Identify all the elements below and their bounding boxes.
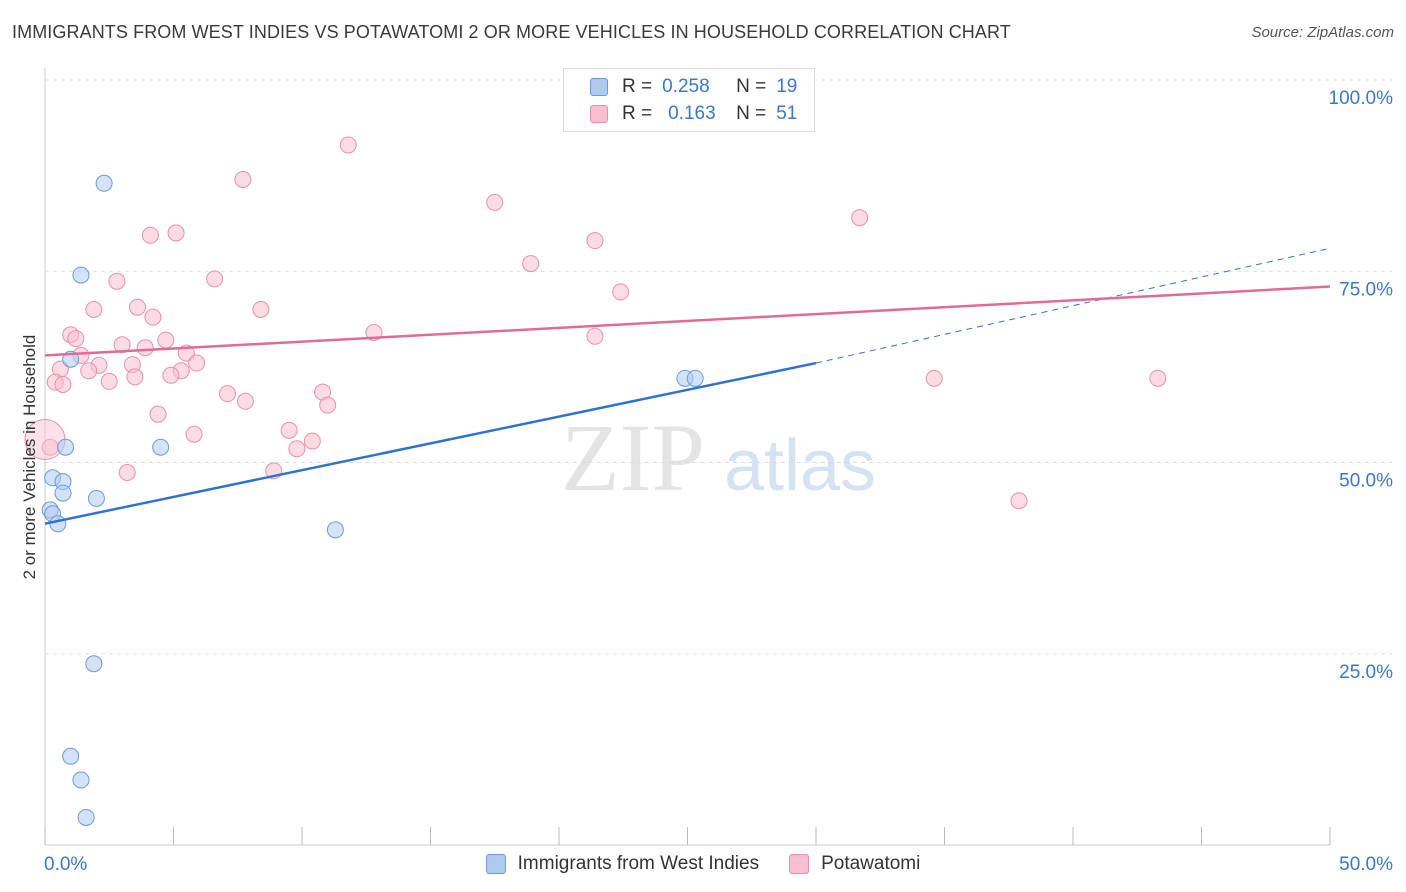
points-layer [24, 136, 1167, 826]
data-point-potawatomi [339, 136, 357, 154]
legend-swatch-pink [590, 105, 608, 123]
data-point-potawatomi [218, 385, 236, 403]
y-axis-title: 2 or more Vehicles in Household [20, 334, 39, 580]
data-point-potawatomi [54, 375, 72, 393]
tick-label-layer: 25.0% 50.0% 75.0% 100.0% 0.0% 50.0% [44, 88, 1393, 875]
data-point-west-indies [686, 369, 704, 387]
watermark-zip: ZIP [561, 404, 705, 511]
data-point-potawatomi [113, 336, 131, 354]
data-point-potawatomi [157, 331, 175, 349]
data-point-west-indies [77, 808, 95, 826]
data-point-potawatomi [612, 283, 630, 301]
legend-n-value: 19 [776, 76, 798, 97]
trend-line-west-indies [44, 361, 817, 525]
data-point-potawatomi [141, 226, 159, 244]
data-point-potawatomi [522, 255, 540, 273]
data-point-potawatomi [80, 362, 98, 380]
data-point-potawatomi [1149, 369, 1167, 387]
data-point-potawatomi [85, 301, 103, 318]
data-point-potawatomi [206, 270, 224, 288]
legend-n-value: 51 [776, 103, 798, 124]
data-point-potawatomi [586, 232, 604, 250]
watermark-atlas: atlas [724, 426, 876, 506]
data-point-potawatomi [319, 396, 337, 414]
data-point-potawatomi [100, 372, 118, 390]
data-point-potawatomi [303, 432, 321, 450]
stats-legend-row-blue: R = 0.258 N = 19 [590, 75, 797, 99]
grid-layer [45, 79, 1392, 655]
x-tick-label: 50.0% [1339, 854, 1393, 875]
data-point-west-indies [72, 771, 90, 789]
legend-swatch-pink [789, 854, 810, 874]
data-point-potawatomi [252, 301, 270, 318]
trend-line-potawatomi [44, 285, 1331, 357]
y-tick-label: 25.0% [1339, 662, 1393, 683]
data-point-potawatomi [486, 193, 504, 211]
series-legend-item-west-indies[interactable]: Immigrants from West Indies [485, 853, 760, 875]
legend-r-label: R = [622, 103, 653, 124]
data-point-west-indies [326, 521, 344, 539]
data-point-potawatomi [851, 209, 869, 227]
legend-swatch-blue [590, 78, 608, 96]
chart-source: Source: ZipAtlas.com [1251, 24, 1394, 41]
data-point-potawatomi [67, 330, 85, 348]
trend-layer [44, 247, 1331, 525]
data-point-potawatomi [188, 354, 206, 372]
y-tick-label: 75.0% [1339, 279, 1393, 300]
data-point-west-indies [49, 515, 67, 533]
data-point-potawatomi [126, 368, 144, 386]
series-legend: Immigrants from West Indies Potawatomi [0, 850, 1406, 878]
data-point-potawatomi [185, 425, 203, 443]
data-point-potawatomi [280, 421, 298, 439]
data-point-west-indies [57, 438, 75, 456]
data-point-potawatomi [149, 405, 167, 423]
data-point-potawatomi [144, 308, 162, 326]
chart-title: IMMIGRANTS FROM WEST INDIES VS POTAWATOM… [12, 22, 1011, 42]
series-legend-item-potawatomi[interactable]: Potawatomi [789, 853, 920, 875]
data-point-potawatomi [234, 170, 252, 188]
legend-n-label: N = [736, 103, 767, 124]
x-tick-label: 0.0% [44, 854, 87, 875]
legend-r-value: 0.163 [668, 103, 716, 124]
legend-n-label: N = [736, 76, 767, 97]
data-point-potawatomi [167, 224, 185, 242]
stats-legend-row-pink: R = 0.163 N = 51 [590, 102, 797, 126]
data-point-potawatomi [288, 440, 306, 458]
data-point-potawatomi [129, 298, 147, 316]
data-point-potawatomi [118, 463, 136, 481]
data-point-potawatomi [925, 369, 943, 387]
data-point-west-indies [152, 438, 170, 456]
data-point-west-indies [85, 655, 103, 673]
legend-swatch-blue [485, 854, 506, 874]
y-tick-label: 50.0% [1339, 471, 1393, 492]
series-legend-label: Immigrants from West Indies [517, 853, 760, 874]
data-point-west-indies [54, 484, 72, 502]
data-point-potawatomi [586, 327, 604, 345]
legend-r-label: R = [622, 76, 653, 97]
data-point-potawatomi [236, 392, 254, 410]
axis-layer [44, 68, 1331, 846]
data-point-west-indies [62, 747, 80, 765]
data-point-potawatomi [162, 366, 180, 384]
trend-line-west-indies-extension [815, 247, 1331, 364]
data-point-west-indies [87, 489, 105, 507]
stats-legend: R = 0.258 N = 19 R = 0.163 N = 51 [563, 68, 815, 132]
data-point-west-indies [95, 174, 113, 192]
data-point-potawatomi [108, 272, 126, 290]
y-tick-label: 100.0% [1329, 88, 1394, 109]
series-legend-label: Potawatomi [821, 853, 921, 874]
data-point-potawatomi [1010, 492, 1028, 510]
legend-r-value: 0.258 [662, 76, 710, 97]
data-point-potawatomi [136, 339, 154, 357]
data-point-west-indies [72, 266, 90, 284]
watermark: ZIP atlas [561, 404, 876, 511]
